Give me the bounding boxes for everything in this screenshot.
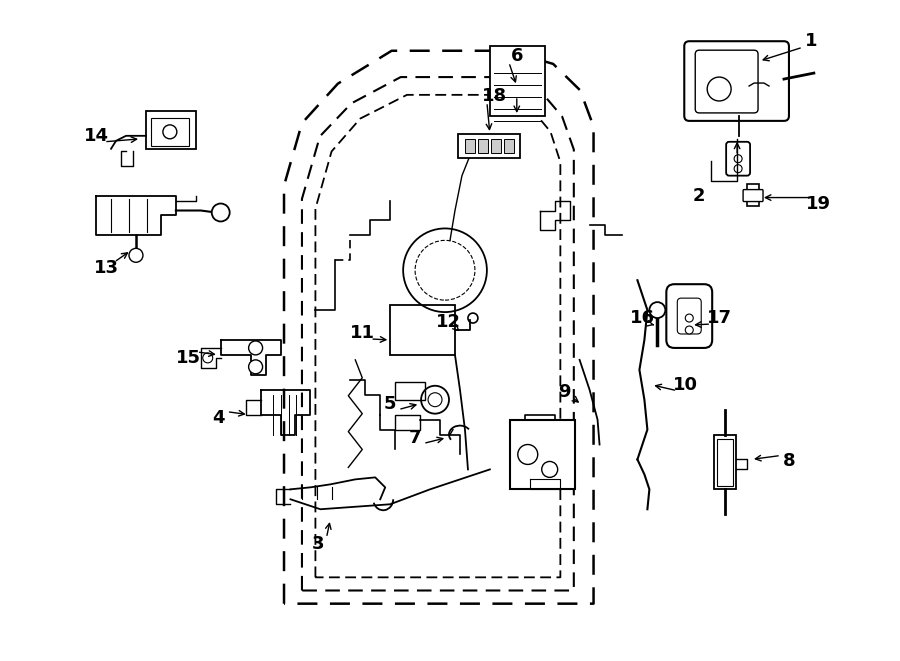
Circle shape [202,353,212,363]
Circle shape [685,314,693,322]
Circle shape [734,155,742,163]
FancyBboxPatch shape [666,284,712,348]
Text: 18: 18 [482,87,508,105]
Circle shape [734,165,742,173]
Text: 5: 5 [384,395,396,412]
Text: 16: 16 [630,309,655,327]
Text: 13: 13 [94,259,119,277]
Bar [146,111,196,149]
Circle shape [163,125,176,139]
Bar [715,434,736,489]
Bar [747,184,759,206]
FancyBboxPatch shape [684,41,789,121]
Text: 4: 4 [212,408,225,426]
FancyBboxPatch shape [726,142,750,176]
FancyBboxPatch shape [678,298,701,334]
Circle shape [685,326,693,334]
Bar [509,420,574,489]
Bar [151,118,189,146]
Bar [504,139,514,153]
Bar [395,414,420,430]
Text: 9: 9 [558,383,571,401]
Text: 3: 3 [312,535,325,553]
Circle shape [212,204,230,221]
Circle shape [650,302,665,318]
FancyBboxPatch shape [743,190,763,202]
Bar [717,438,734,486]
Text: 19: 19 [806,194,832,213]
Circle shape [129,249,143,262]
Text: 10: 10 [673,375,698,394]
Text: 2: 2 [693,186,706,204]
Bar [478,139,488,153]
Circle shape [248,360,263,374]
Text: 17: 17 [706,309,732,327]
Bar [491,139,500,153]
Text: 8: 8 [783,452,796,471]
FancyBboxPatch shape [695,50,758,113]
Bar [465,139,475,153]
Bar [490,46,544,116]
Text: 12: 12 [436,313,461,331]
Bar [395,382,425,400]
Text: 15: 15 [176,349,202,367]
Text: 6: 6 [510,47,523,65]
Text: 11: 11 [350,324,374,342]
Bar [391,305,455,355]
Text: 14: 14 [84,127,109,145]
Circle shape [248,341,263,355]
FancyBboxPatch shape [458,134,520,158]
Text: 7: 7 [409,428,421,447]
Text: 1: 1 [805,32,817,50]
